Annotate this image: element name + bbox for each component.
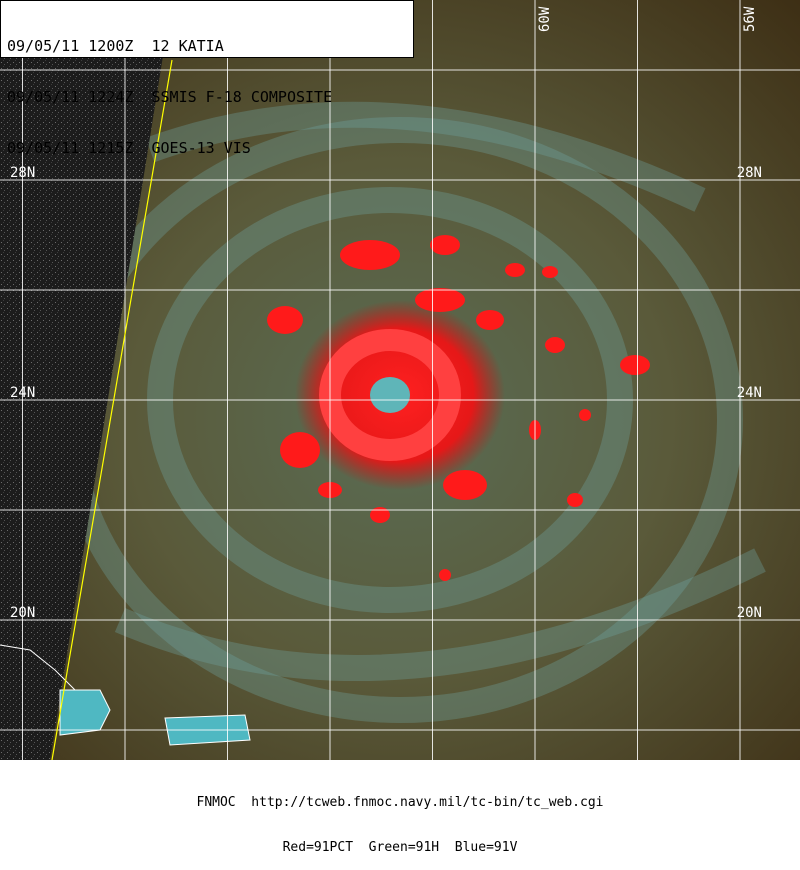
lon-label: 56W: [742, 6, 758, 32]
header-caption: 09/05/11 1200Z 12 KATIA 09/05/11 1224Z S…: [0, 0, 414, 157]
lat-label: 28N: [10, 165, 35, 181]
lat-label: 24N: [737, 385, 762, 401]
lat-label: 28N: [737, 165, 762, 181]
header-line-2: 09/05/11 1224Z SSMIS F-18 COMPOSITE: [7, 88, 333, 106]
satellite-map: 28N 28N 24N 24N 20N 20N 60W 56W: [0, 0, 800, 760]
footer-caption: FNMOC http://tcweb.fnmoc.navy.mil/tc-bin…: [0, 760, 800, 855]
vis-imagery-region: [0, 0, 172, 760]
latitude-labels: 28N 28N 24N 24N 20N 20N: [10, 165, 762, 621]
header-line-3: 09/05/11 1215Z GOES-13 VIS: [7, 139, 251, 157]
lat-label: 20N: [737, 605, 762, 621]
header-line-1: 09/05/11 1200Z 12 KATIA: [7, 37, 224, 55]
lon-label: 60W: [537, 6, 553, 32]
swath-edge-line: [51, 59, 173, 760]
footer-channels: Red=91PCT Green=91H Blue=91V: [282, 840, 518, 855]
footer-source: FNMOC http://tcweb.fnmoc.navy.mil/tc-bin…: [196, 795, 604, 810]
lat-label: 20N: [10, 605, 35, 621]
lat-lon-grid: [0, 0, 800, 760]
eye: [370, 377, 410, 413]
lat-label: 24N: [10, 385, 35, 401]
longitude-labels: 60W 56W: [537, 6, 758, 32]
coastline-hispaniola: [0, 644, 76, 691]
